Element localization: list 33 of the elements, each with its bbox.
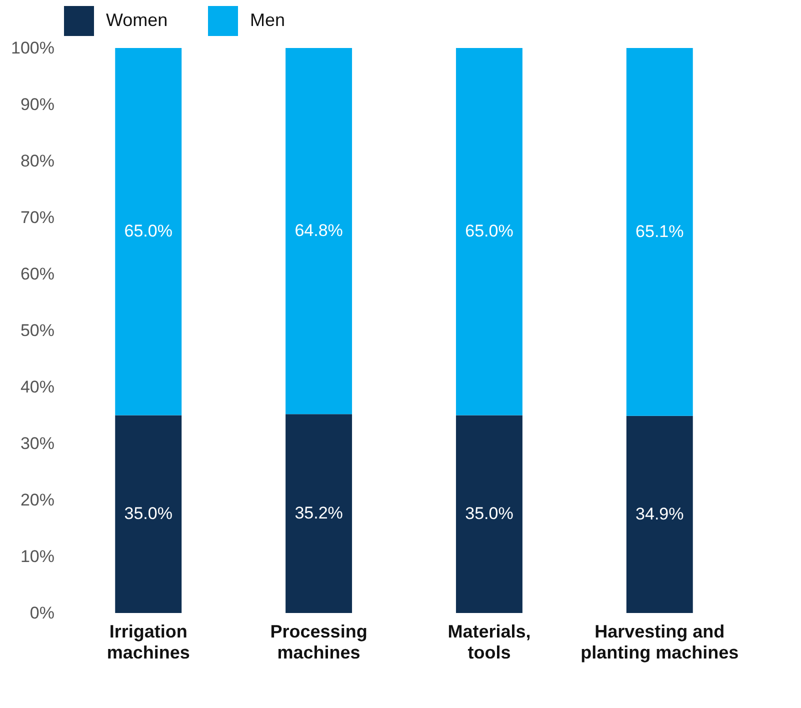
bar <box>115 48 182 416</box>
y-tick-label: 80% <box>20 152 54 170</box>
y-tick-label: 60% <box>20 264 54 284</box>
y-tick-label: 100% <box>11 38 54 58</box>
y-tick-label: 50% <box>20 321 54 340</box>
legend-label: Women <box>106 10 168 30</box>
bar <box>626 48 693 416</box>
bar <box>456 48 522 416</box>
y-tick-label: 30% <box>20 434 54 453</box>
data-label: 35.2% <box>294 504 343 523</box>
data-label: 35.0% <box>465 504 514 524</box>
x-tick-label: Materials, tools <box>448 622 531 662</box>
y-tick-label: 40% <box>20 378 54 396</box>
y-tick-label: 70% <box>20 208 54 227</box>
data-label: 65.0% <box>465 222 514 241</box>
data-label: 34.9% <box>636 504 684 524</box>
y-tick-label: 20% <box>20 490 54 510</box>
bar <box>115 415 182 613</box>
legend-label: Men <box>250 10 286 30</box>
x-tick-label: Irrigation machines <box>106 622 190 662</box>
bar <box>626 416 693 613</box>
bar <box>456 415 522 613</box>
y-tick-label: 10% <box>20 547 54 566</box>
bar <box>286 414 352 613</box>
y-tick-label: 90% <box>20 95 54 114</box>
x-tick-label: Processing machines <box>270 622 368 662</box>
data-label: 64.8% <box>294 221 343 240</box>
y-tick-label: 0% <box>30 604 54 622</box>
x-tick-label: Harvesting and planting machines <box>580 622 739 662</box>
data-label: 65.0% <box>124 222 172 241</box>
data-label: 65.1% <box>636 222 684 241</box>
data-label: 35.0% <box>124 504 172 524</box>
bar <box>286 48 352 414</box>
